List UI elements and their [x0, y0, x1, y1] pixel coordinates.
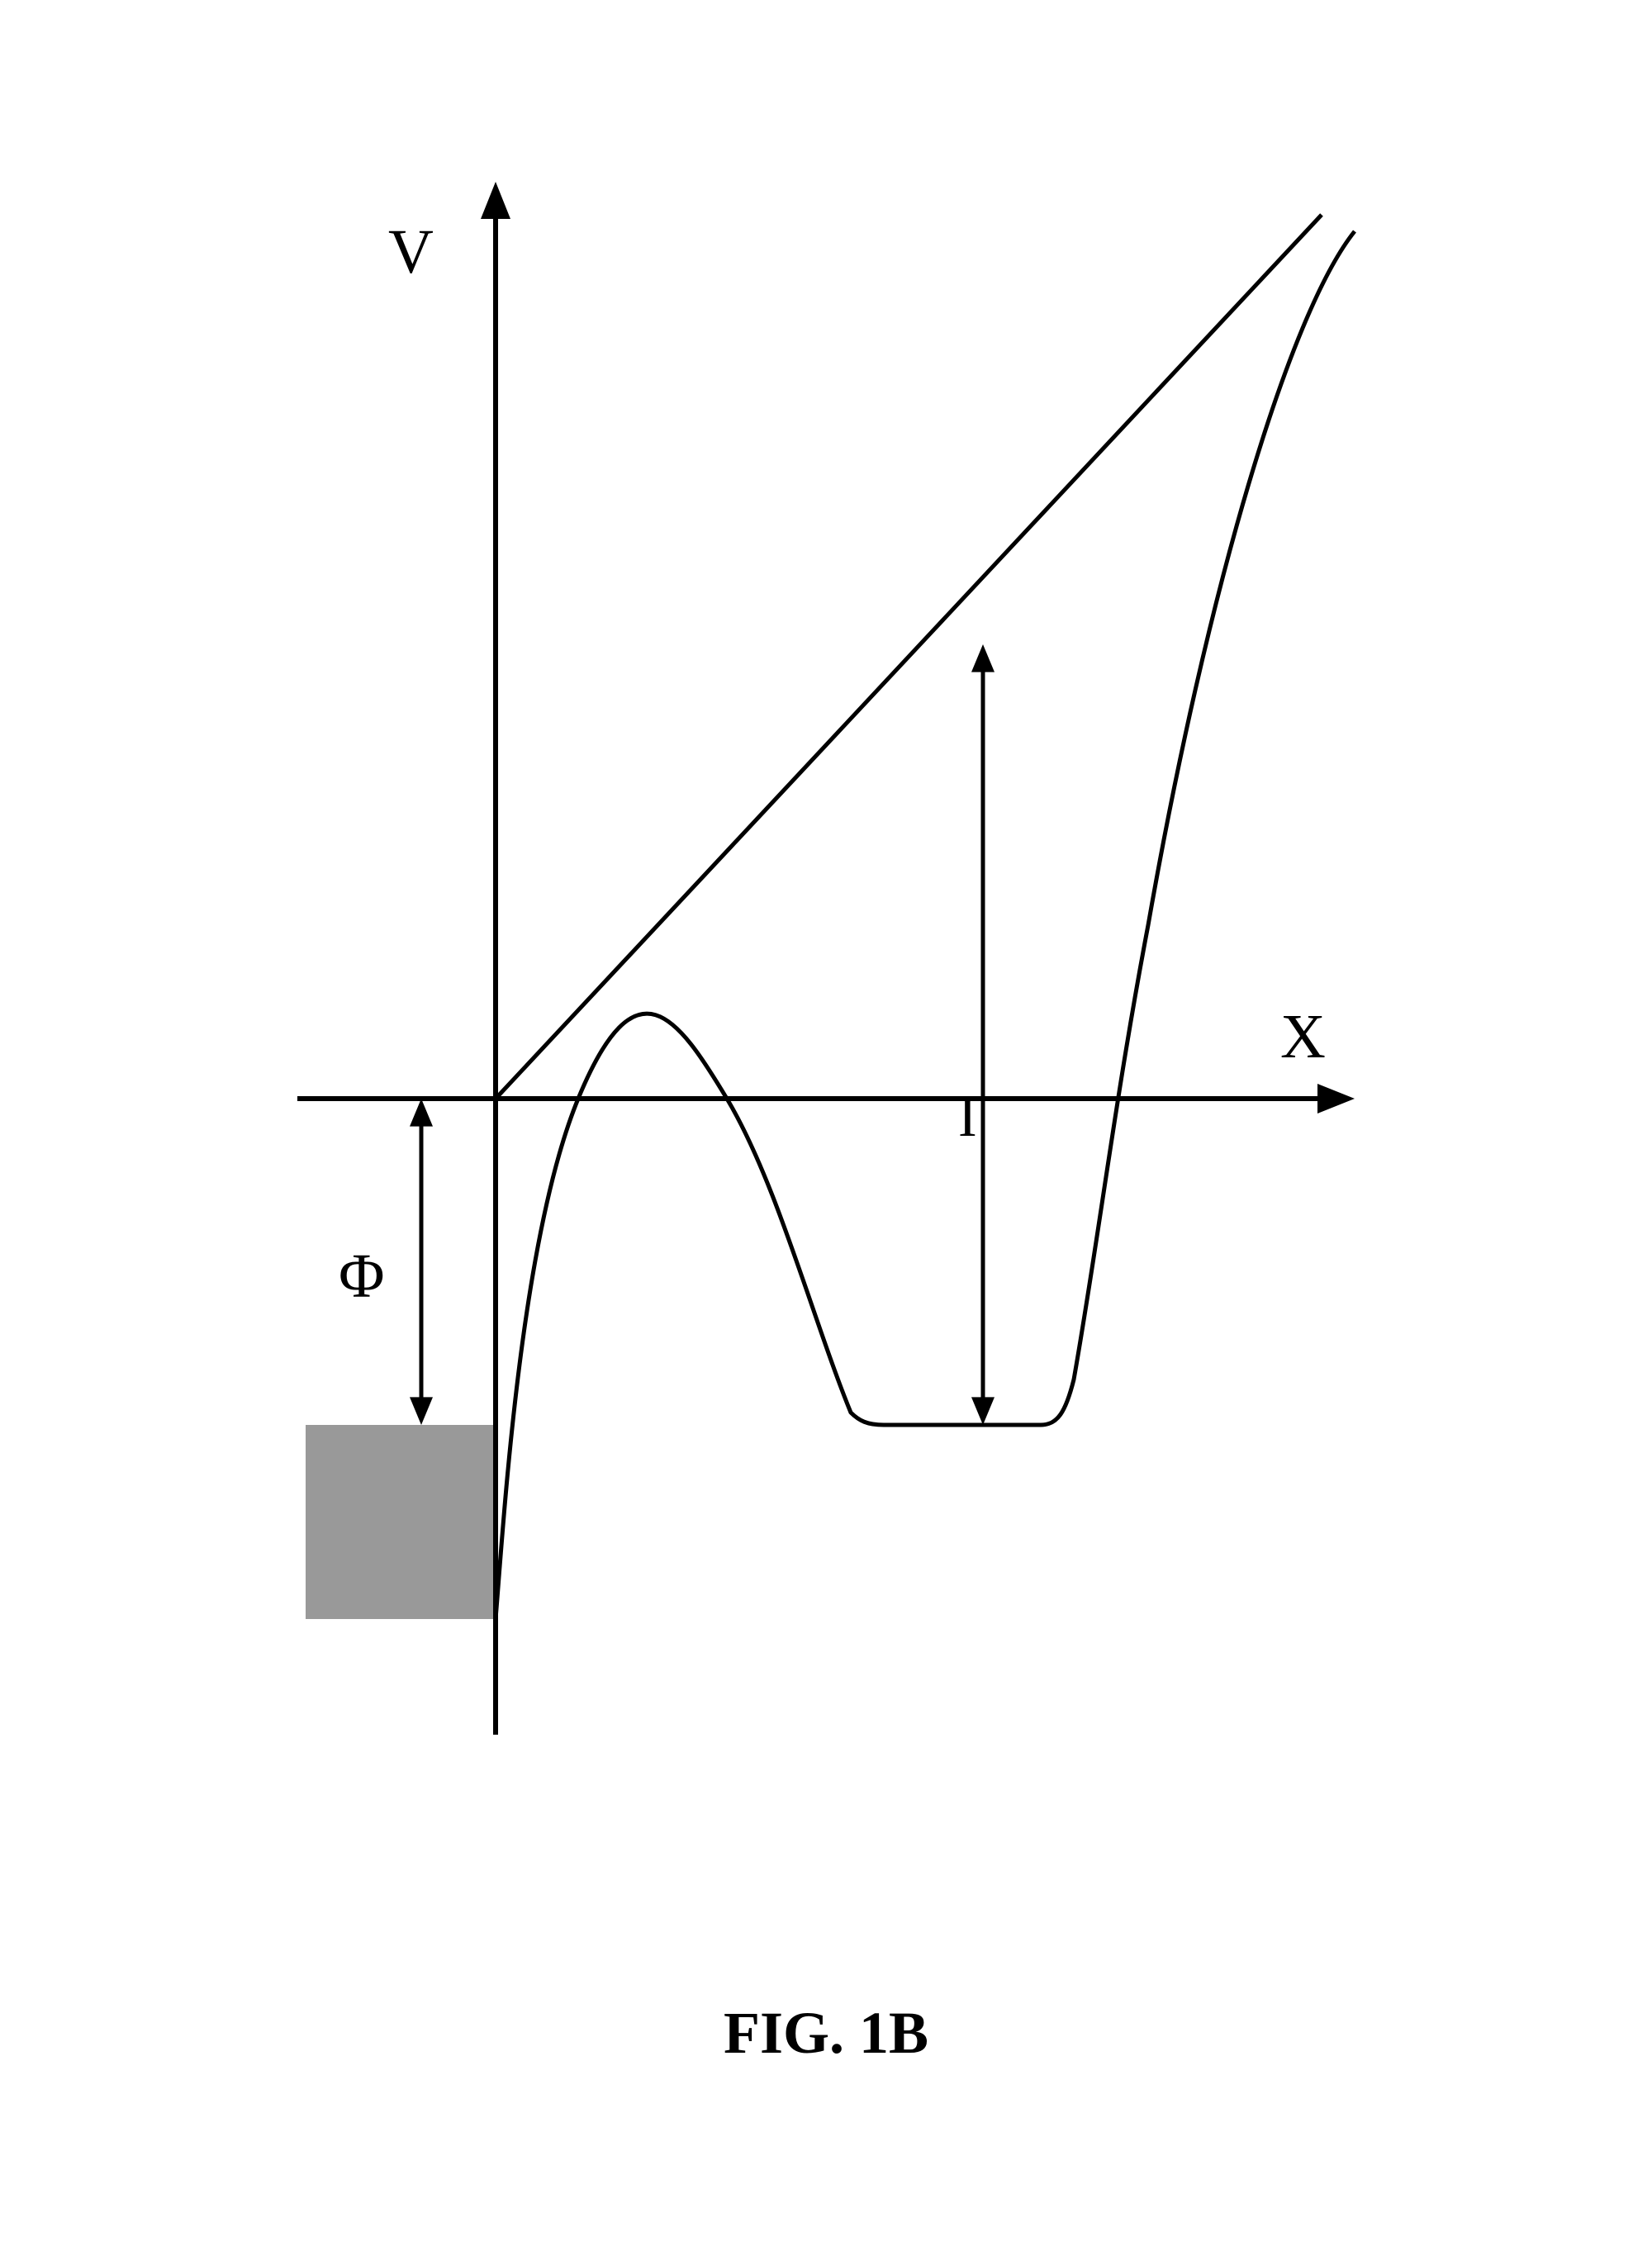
field-line	[496, 215, 1322, 1099]
diagram-container: V X Φ I	[215, 165, 1437, 1900]
x-axis-label: X	[1280, 1002, 1326, 1071]
figure-caption: FIG. 1B	[724, 1999, 928, 2068]
y-axis-arrowhead	[481, 182, 510, 219]
phi-arrow-up	[410, 1099, 433, 1127]
y-axis-label: V	[388, 217, 434, 287]
diagram-svg: V X Φ I	[215, 165, 1437, 1900]
ion-arrow-down	[971, 1397, 995, 1425]
ion-label: I	[958, 1085, 977, 1148]
ion-arrow-up	[971, 644, 995, 672]
metal-block	[306, 1425, 496, 1619]
phi-label: Φ	[339, 1242, 385, 1311]
phi-arrow-down	[410, 1397, 433, 1425]
x-axis-arrowhead	[1317, 1084, 1355, 1114]
potential-curve	[496, 231, 1355, 1619]
